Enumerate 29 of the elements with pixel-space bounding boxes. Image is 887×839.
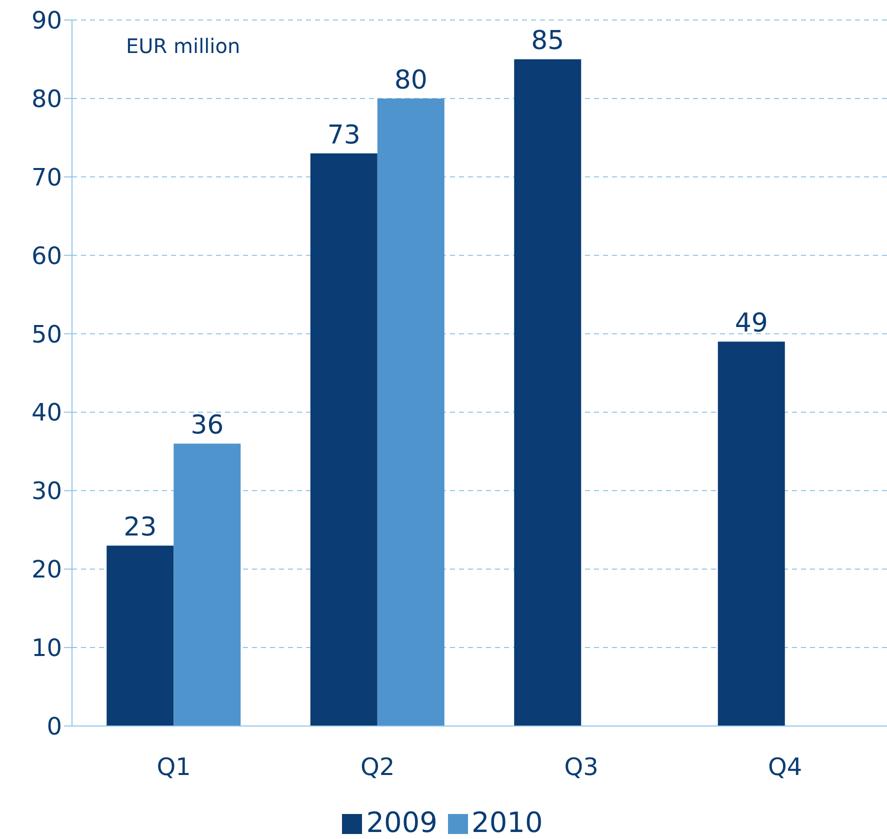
bar — [174, 444, 241, 726]
y-tick-label: 10 — [31, 634, 62, 662]
y-tick-label: 90 — [31, 6, 62, 35]
bar — [514, 59, 582, 726]
y-tick-label: 50 — [31, 320, 62, 348]
x-tick-label: Q2 — [360, 753, 395, 782]
legend-label: 2009 — [366, 806, 438, 839]
data-label: 23 — [124, 512, 157, 543]
y-axis-title: EUR million — [126, 34, 240, 58]
legend-label: 2010 — [472, 806, 543, 839]
bar — [377, 98, 444, 726]
y-tick-label: 80 — [31, 84, 62, 113]
y-tick-label: 70 — [31, 163, 62, 192]
data-label: 36 — [190, 410, 224, 441]
bar — [310, 153, 378, 726]
x-tick-label: Q1 — [156, 753, 191, 782]
y-tick-label: 40 — [31, 398, 62, 427]
data-label: 85 — [531, 26, 564, 56]
bar — [106, 546, 174, 726]
data-label: 49 — [734, 308, 768, 339]
x-tick-label: Q3 — [564, 753, 598, 782]
x-tick-label: Q4 — [768, 753, 802, 782]
y-tick-label: 60 — [31, 242, 62, 270]
data-label: 80 — [394, 65, 428, 96]
y-tick-label: 0 — [46, 712, 62, 741]
data-label: 73 — [327, 120, 360, 150]
y-tick-label: 30 — [31, 477, 62, 506]
bar — [718, 342, 785, 726]
y-tick-label: 20 — [31, 556, 62, 584]
